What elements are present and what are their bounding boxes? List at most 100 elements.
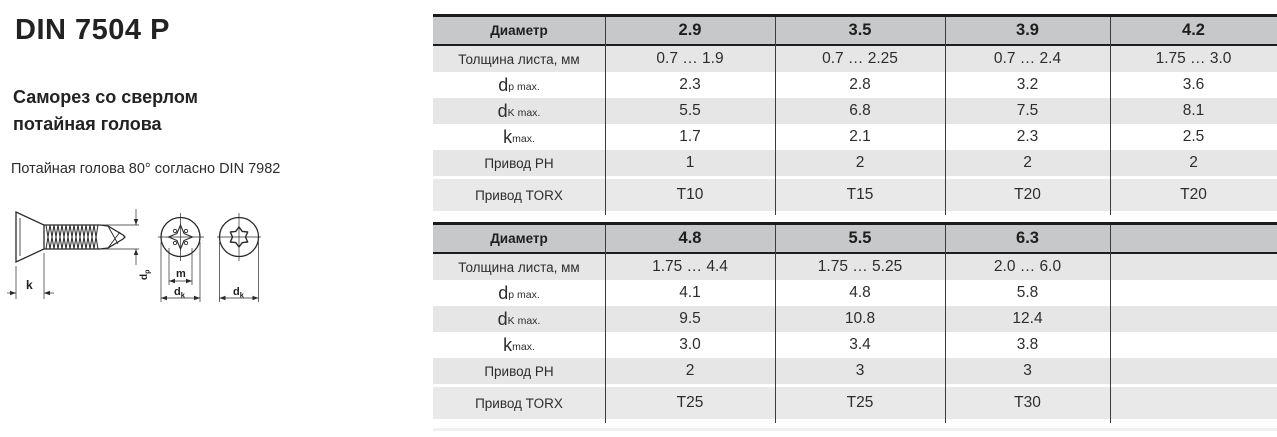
table-row: Толщина листа, мм 0.7 … 1.9 0.7 … 2.25 0.7 … xyxy=(433,46,1277,72)
cell-value xyxy=(1110,254,1277,280)
column-divider xyxy=(1110,225,1111,423)
row-label: Толщина листа, мм xyxy=(458,259,580,275)
row-label: k max. xyxy=(503,127,535,147)
torx-recess-view xyxy=(217,213,261,261)
cell-value: 5.8 xyxy=(1016,284,1039,301)
cell-value: 9.5 xyxy=(679,310,701,327)
cell-value: 8.1 xyxy=(1182,102,1205,119)
cell-value: 7.5 xyxy=(1016,102,1039,119)
page-bottom-divider xyxy=(433,428,1277,431)
dimension-arrowheads xyxy=(10,219,259,301)
row-label: Привод TORX xyxy=(475,187,563,203)
header-diameter-label: Диаметр xyxy=(490,23,548,38)
table-header-row: Диаметр 2.9 3.5 3.9 4.2 xyxy=(433,17,1277,46)
cell-value: 1.75 … 4.4 xyxy=(652,258,728,275)
table-row: Привод PH 1 2 2 2 xyxy=(433,150,1277,176)
cell-value: 2.5 xyxy=(1182,128,1205,145)
cell-value: 2.3 xyxy=(1016,128,1039,145)
header-diameter-label: Диаметр xyxy=(490,231,548,246)
k-dimension-label: k xyxy=(26,278,33,292)
screw-side-view xyxy=(16,212,125,262)
header-diameter-value: 2.9 xyxy=(678,21,702,39)
standard-note: Потайная голова 80° согласно DIN 7982 xyxy=(11,161,281,177)
dk-dimension-label-phillips: dk xyxy=(174,286,186,300)
cell-value: 2 xyxy=(855,154,865,171)
cell-value xyxy=(1110,358,1277,384)
cell-value: 2 xyxy=(1023,154,1032,171)
cell-value: 4.1 xyxy=(679,284,701,301)
page-title: DIN 7504 P xyxy=(15,14,170,46)
column-divider xyxy=(605,225,606,423)
phillips-recess-view xyxy=(158,213,204,261)
cell-value: 1.75 … 3.0 xyxy=(1155,50,1232,67)
header-diameter-value: 4.2 xyxy=(1182,21,1205,39)
row-label: Толщина листа, мм xyxy=(458,51,580,67)
dimensions-table-small-diameters: Диаметр 2.9 3.5 3.9 4.2 Толщина листа, мм 0.7 … xyxy=(433,14,1277,215)
cell-value: 2.3 xyxy=(679,76,701,93)
cell-value: 0.7 … 1.9 xyxy=(656,50,724,67)
cell-value: 1.7 xyxy=(679,128,701,145)
column-divider xyxy=(945,225,946,423)
cell-value: 1.75 … 5.25 xyxy=(817,258,903,275)
column-divider xyxy=(945,17,946,215)
dimension-dp xyxy=(102,209,139,265)
cell-value: 2.0 … 6.0 xyxy=(993,258,1062,275)
header-diameter-value: 3.5 xyxy=(848,21,872,39)
cell-value: 1 xyxy=(685,154,695,171)
dimensions-table-large-diameters: Диаметр 4.8 5.5 6.3 Толщина листа, мм 1.75 … … xyxy=(433,222,1277,423)
header-diameter-value xyxy=(1110,225,1277,252)
cell-value xyxy=(1110,387,1277,419)
table-header-row: Диаметр 4.8 5.5 6.3 xyxy=(433,225,1277,254)
column-divider xyxy=(605,17,606,215)
cell-value: 3 xyxy=(1023,362,1032,379)
dp-dimension-label: dp xyxy=(139,270,152,280)
dimension-dk-torx xyxy=(220,242,259,302)
cell-value: 3.8 xyxy=(1016,336,1039,353)
subtitle-line-2: потайная голова xyxy=(13,114,162,134)
header-diameter-value: 4.8 xyxy=(678,229,702,247)
row-label: Привод TORX xyxy=(475,395,563,411)
header-diameter-value: 3.9 xyxy=(1016,21,1039,39)
product-subtitle: Саморез со сверлом потайная голова xyxy=(13,84,198,138)
subtitle-line-1: Саморез со сверлом xyxy=(13,87,198,107)
cell-value: 6.8 xyxy=(849,102,871,119)
table-row: Привод TORX T25 T25 T30 xyxy=(433,387,1277,419)
cell-value: 4.8 xyxy=(849,284,871,301)
cell-value: 3.2 xyxy=(1016,76,1039,93)
table-row: Привод TORX T10 T15 T20 T20 xyxy=(433,179,1277,211)
column-divider xyxy=(775,225,776,423)
cell-value: 2 xyxy=(1189,154,1198,171)
table-row: k max. 1.7 2.1 2.3 2.5 xyxy=(433,124,1277,150)
cell-value: 2.8 xyxy=(849,76,871,93)
table-row: Толщина листа, мм 1.75 … 4.4 1.75 … 5.25 2.… xyxy=(433,254,1277,280)
cell-value xyxy=(1110,332,1277,358)
dk-dimension-label-torx: dk xyxy=(233,286,245,300)
cell-value: T25 xyxy=(846,394,874,411)
cell-value: T30 xyxy=(1014,394,1041,411)
cell-value: T10 xyxy=(676,186,704,203)
cell-value: T15 xyxy=(846,186,874,203)
row-label: Привод PH xyxy=(484,363,554,379)
row-label: Привод PH xyxy=(484,155,554,171)
row-label: k max. xyxy=(503,335,535,355)
cell-value: 12.4 xyxy=(1012,310,1043,327)
cell-value: 3 xyxy=(855,362,865,379)
cell-value: 5.5 xyxy=(679,102,701,119)
header-diameter-value: 6.3 xyxy=(1016,229,1039,247)
cell-value: 0.7 … 2.4 xyxy=(993,50,1062,67)
screw-technical-drawing: k m dp dk dk xyxy=(6,200,286,318)
cell-value: 3.4 xyxy=(849,336,871,353)
cell-value xyxy=(1110,306,1277,332)
cell-value xyxy=(1110,280,1277,306)
cell-value: 3.6 xyxy=(1182,76,1205,93)
cell-value: 10.8 xyxy=(844,310,876,327)
cell-value: 2.1 xyxy=(849,128,871,145)
cell-value: 2 xyxy=(685,362,695,379)
